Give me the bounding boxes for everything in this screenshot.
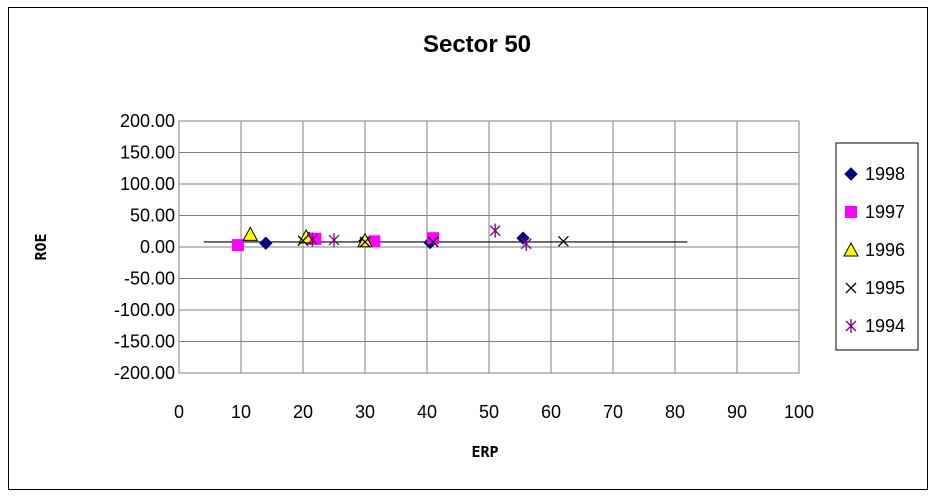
- x-tick-label: 70: [603, 402, 623, 422]
- data-point-1997: [368, 235, 381, 248]
- legend: 1998 1997 1996 1995 1994: [835, 142, 919, 351]
- y-axis-title: ROE: [32, 233, 50, 260]
- diamond-marker: [259, 236, 273, 250]
- legend-item-1994: 1994: [845, 316, 905, 336]
- star-marker: [845, 319, 857, 333]
- data-point-1994: [520, 236, 532, 251]
- legend-label: 1996: [865, 240, 905, 260]
- data-point-1994: [306, 232, 318, 247]
- star-marker: [328, 233, 340, 248]
- square-marker: [368, 235, 381, 248]
- chart-title: Sector 50: [423, 31, 531, 58]
- legend-label: 1994: [865, 316, 905, 336]
- y-tick-label: -200.00: [114, 363, 175, 383]
- plot-area: [178, 120, 800, 374]
- data-points: [231, 223, 569, 252]
- legend-label: 1995: [865, 278, 905, 298]
- legend-item-1996: 1996: [843, 240, 905, 260]
- x-tick-label: 80: [665, 402, 685, 422]
- square-marker: [845, 206, 857, 218]
- legend-item-1995: 1995: [845, 278, 905, 298]
- legend-label: 1997: [865, 202, 905, 222]
- legend-marker-icon: [844, 167, 858, 181]
- x-tick-label: 0: [174, 402, 184, 422]
- data-point-1995: [359, 236, 371, 248]
- x-marker: [427, 236, 439, 248]
- data-point-1996: [242, 226, 259, 241]
- star-marker: [489, 223, 501, 238]
- y-tick-label: 0.00: [140, 237, 175, 257]
- x-tick-label: 50: [479, 402, 499, 422]
- y-tick-label: -50.00: [124, 269, 175, 289]
- x-marker: [297, 235, 309, 247]
- star-marker: [306, 232, 318, 247]
- chart-frame: Sector 50 200.00 150.00 100.00 50.00 0.00 -50…: [8, 7, 928, 490]
- diamond-marker: [844, 167, 858, 181]
- legend-label: 1998: [865, 164, 905, 184]
- y-tick-label: 200.00: [120, 111, 175, 131]
- data-point-1995: [427, 236, 439, 248]
- legend-item-1997: 1997: [845, 202, 905, 222]
- data-point-1998: [259, 236, 273, 250]
- data-point-1995: [297, 235, 309, 247]
- data-point-1994: [328, 233, 340, 248]
- data-point-1997: [427, 232, 440, 245]
- data-point-1994: [489, 223, 501, 238]
- x-tick-label: 10: [231, 402, 251, 422]
- x-tick-label: 60: [541, 402, 561, 422]
- data-point-1997: [231, 239, 244, 252]
- x-marker: [359, 236, 371, 248]
- data-point-1995: [557, 235, 569, 247]
- legend-marker-icon: [843, 241, 859, 257]
- y-tick-labels: 200.00 150.00 100.00 50.00 0.00 -50.00 -100.00…: [114, 111, 175, 383]
- legend-marker-icon: [845, 206, 857, 218]
- legend-items: 1998 1997 1996 1995 1994: [843, 164, 905, 336]
- grid: [179, 121, 799, 373]
- legend-item-1998: 1998: [844, 164, 905, 184]
- x-tick-label: 90: [727, 402, 747, 422]
- square-marker: [427, 232, 440, 245]
- data-point-1996: [357, 232, 373, 248]
- scatter-chart: Sector 50 200.00 150.00 100.00 50.00 0.00 -50…: [32, 31, 919, 461]
- triangle-marker: [242, 226, 259, 241]
- x-tick-label: 100: [784, 402, 814, 422]
- y-tick-label: 150.00: [120, 143, 175, 163]
- x-tick-label: 30: [355, 402, 375, 422]
- x-tick-label: 20: [293, 402, 313, 422]
- x-axis-title: ERP: [471, 443, 498, 461]
- x-marker: [557, 235, 569, 247]
- x-marker: [845, 282, 857, 294]
- y-tick-label: 50.00: [130, 206, 175, 226]
- x-tick-labels: 0 10 20 30 40 50 60 70 80 90 100: [174, 402, 814, 422]
- x-tick-label: 40: [417, 402, 437, 422]
- star-marker: [520, 236, 532, 251]
- triangle-marker: [843, 241, 859, 257]
- y-tick-label: -150.00: [114, 332, 175, 352]
- y-tick-label: 100.00: [120, 174, 175, 194]
- y-tick-label: -100.00: [114, 300, 175, 320]
- legend-marker-icon: [845, 282, 857, 294]
- legend-marker-icon: [845, 319, 857, 333]
- square-marker: [231, 239, 244, 252]
- triangle-marker: [357, 232, 373, 248]
